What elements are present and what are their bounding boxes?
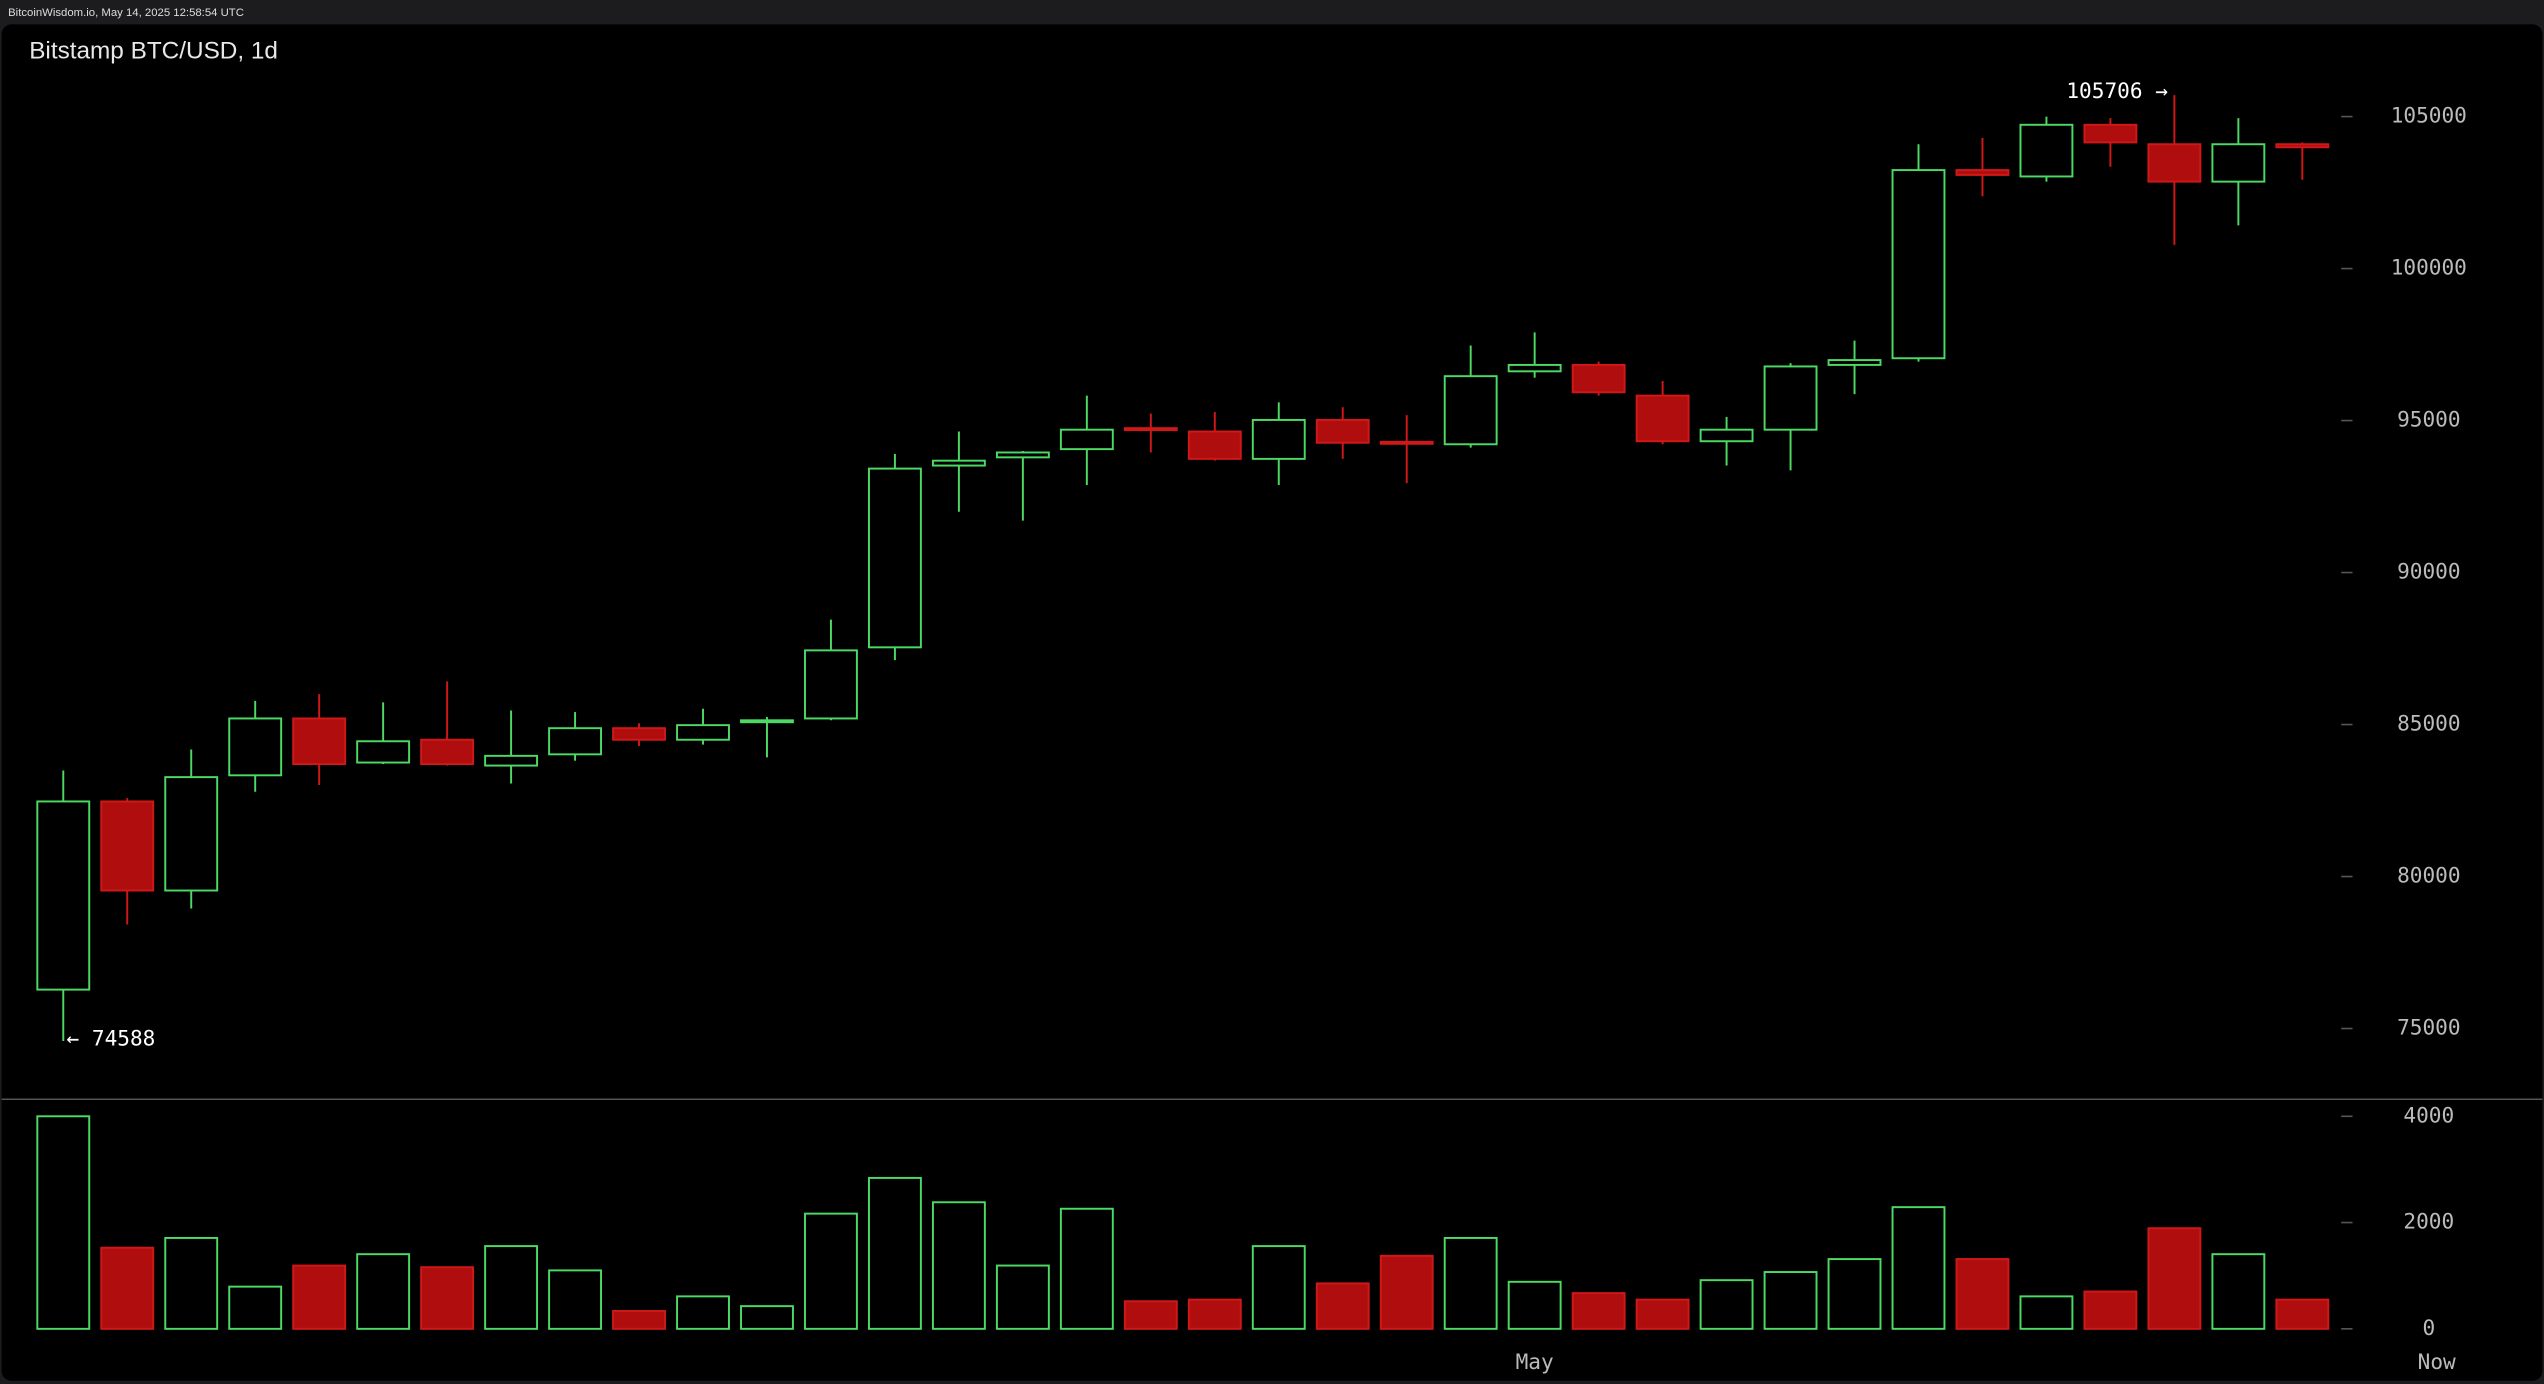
volume-bar: [1635, 1298, 1690, 1330]
candle-body: [548, 727, 602, 756]
y-tick-label: 105000: [2391, 103, 2467, 128]
x-tick-label: May: [1516, 1349, 1554, 1374]
candle-body: [356, 740, 411, 764]
volume-bar: [804, 1212, 858, 1330]
volume-bar: [740, 1305, 794, 1330]
volume-bar: [612, 1310, 666, 1330]
volume-bar: [1379, 1254, 1434, 1330]
candle-body: [1635, 394, 1690, 443]
high-annotation: 105706 →: [2066, 78, 2168, 103]
volume-bar: [292, 1264, 347, 1330]
candle-body: [1955, 169, 2010, 176]
volume-bar: [164, 1236, 219, 1330]
volume-bar: [484, 1245, 539, 1330]
volume-bar: [1571, 1292, 1626, 1330]
volume-bar: [931, 1201, 986, 1330]
chart-title: Bitstamp BTC/USD, 1d: [29, 37, 278, 64]
volume-bar: [1059, 1207, 1114, 1330]
volume-bar: [867, 1176, 922, 1330]
volume-bar: [228, 1285, 283, 1330]
candle-body: [612, 727, 666, 741]
candle-body: [36, 800, 91, 991]
volume-bar: [2275, 1298, 2330, 1330]
volume-bar: [356, 1253, 411, 1330]
candle-body: [228, 717, 283, 777]
y-tick-label: 95000: [2397, 407, 2460, 432]
volume-tick-label: 2000: [2403, 1209, 2454, 1234]
volume-bar: [1123, 1300, 1178, 1330]
volume-bar: [548, 1269, 602, 1330]
candle-body: [2211, 143, 2266, 183]
candle-body: [1379, 440, 1434, 445]
candle-body: [2019, 123, 2074, 178]
candle-body: [100, 800, 155, 892]
candle-body: [420, 738, 475, 766]
candle-body: [995, 451, 1050, 459]
chart-panel: [1, 24, 2543, 1381]
volume-bar: [1699, 1279, 1754, 1330]
y-tick-label: 90000: [2397, 559, 2460, 584]
candle-body: [1891, 169, 1946, 360]
candle-body: [740, 719, 794, 724]
candle-body: [1827, 359, 1882, 366]
candle-body: [2275, 143, 2330, 149]
candle-body: [484, 754, 539, 767]
volume-tick-label: 0: [2422, 1315, 2435, 1340]
volume-bar: [420, 1266, 475, 1330]
volume-bar: [1187, 1298, 1242, 1330]
candle-body: [1315, 418, 1370, 444]
candle-body: [931, 459, 986, 467]
y-tick-label: 75000: [2397, 1015, 2460, 1040]
page-header: BitcoinWisdom.io, May 14, 2025 12:58:54 …: [8, 7, 244, 19]
candle-body: [1059, 428, 1114, 451]
candle-body: [1571, 363, 1626, 394]
candle-body: [1187, 430, 1242, 460]
volume-bar: [1955, 1258, 2010, 1330]
volume-bar: [2019, 1295, 2074, 1330]
volume-bar: [1507, 1280, 1562, 1330]
volume-bar: [1827, 1258, 1882, 1330]
candle-body: [1507, 363, 1562, 373]
volume-bar: [995, 1264, 1050, 1330]
volume-bar: [676, 1295, 730, 1330]
volume-bar: [1315, 1282, 1370, 1330]
volume-bar: [1763, 1271, 1818, 1330]
candle-body: [867, 467, 922, 649]
candle-body: [164, 776, 219, 892]
y-tick-label: 100000: [2391, 255, 2467, 280]
candle-body: [2083, 123, 2138, 144]
candle-body: [1251, 418, 1306, 460]
volume-bar: [2211, 1253, 2266, 1330]
volume-bar: [2147, 1227, 2202, 1330]
candle-body: [676, 724, 730, 741]
low-annotation: ← 74588: [67, 1025, 156, 1050]
volume-bar: [1251, 1245, 1306, 1330]
candle-body: [2147, 143, 2202, 183]
volume-bar: [100, 1246, 155, 1330]
volume-bar: [2083, 1290, 2138, 1330]
volume-bar: [1891, 1206, 1946, 1330]
candle-body: [292, 717, 347, 766]
candle-body: [1123, 427, 1178, 432]
candle-body: [1443, 375, 1498, 446]
candle-body: [1699, 428, 1754, 443]
y-tick-label: 80000: [2397, 863, 2460, 888]
candle-body: [804, 649, 858, 720]
x-end-label: Now: [2418, 1349, 2456, 1374]
candle-body: [1763, 365, 1818, 431]
y-tick-label: 85000: [2397, 711, 2460, 736]
volume-bar: [1443, 1236, 1498, 1330]
volume-bar: [36, 1115, 91, 1330]
volume-tick-label: 4000: [2403, 1102, 2454, 1127]
